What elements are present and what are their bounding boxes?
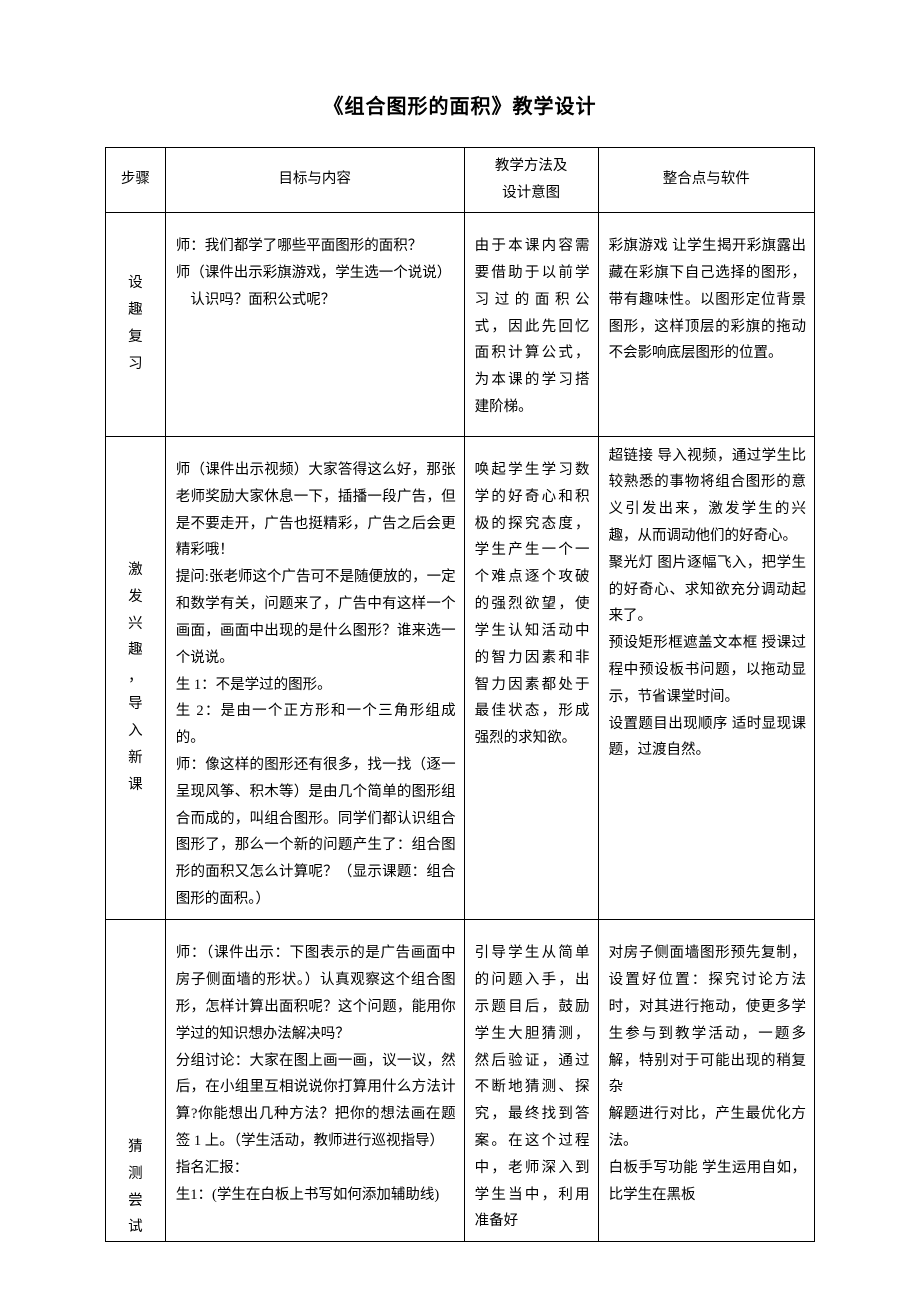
step-label: 猜 测 尝 试 bbox=[106, 919, 166, 1241]
rationale-text: 引导学生从简单的问题入手，出示题目后，鼓励学生大胆猜测，然后验证，通过不断地猜测… bbox=[475, 940, 590, 1235]
content-cell: 师（课件出示视频）大家答得这么好，那张老师奖励大家休息一下，插播一段广告，但是不… bbox=[165, 436, 464, 919]
content-cell: 师：（课件出示：下图表示的是广告画面中房子侧面墙的形状。）认真观察这个组合图形，… bbox=[165, 919, 464, 1241]
table-row: 激 发 兴 趣 ， 导 入 新 课 师（课件出示视频）大家答得这么好，那张老师奖… bbox=[106, 436, 815, 919]
step-text: 设 趣 复 习 bbox=[108, 270, 163, 377]
content-text: 师：（课件出示：下图表示的是广告画面中房子侧面墙的形状。）认真观察这个组合图形，… bbox=[176, 940, 456, 1208]
step-label: 激 发 兴 趣 ， 导 入 新 课 bbox=[106, 436, 166, 919]
content-cell: 师：我们都学了哪些平面图形的面积？ 师（课件出示彩旗游戏，学生选一个说说） 认识… bbox=[165, 212, 464, 436]
integration-text: 超链接 导入视频，通过学生比较熟悉的事物将组合图形的意义引发出来，激发学生的兴趣… bbox=[609, 443, 806, 765]
page-title: 《组合图形的面积》教学设计 bbox=[105, 90, 815, 119]
lesson-plan-table: 步骤 目标与内容 教学方法及 设计意图 整合点与软件 设 趣 复 习 师：我们都… bbox=[105, 147, 815, 1242]
rationale-text: 由于本课内容需要借助于以前学习过的面积公式，因此先回忆面积计算公式，为本课的学习… bbox=[475, 233, 590, 421]
rationale-cell: 引导学生从简单的问题入手，出示题目后，鼓励学生大胆猜测，然后验证，通过不断地猜测… bbox=[464, 919, 598, 1241]
integration-text: 对房子侧面墙图形预先复制，设置好位置：探究讨论方法时，对其进行拖动，使更多学生参… bbox=[609, 940, 806, 1208]
step-text: 激 发 兴 趣 ， 导 入 新 课 bbox=[108, 557, 163, 798]
table-row: 猜 测 尝 试 师：（课件出示：下图表示的是广告画面中房子侧面墙的形状。）认真观… bbox=[106, 919, 815, 1241]
rationale-cell: 由于本课内容需要借助于以前学习过的面积公式，因此先回忆面积计算公式，为本课的学习… bbox=[464, 212, 598, 436]
header-rationale: 教学方法及 设计意图 bbox=[464, 148, 598, 213]
integration-cell: 彩旗游戏 让学生揭开彩旗露出藏在彩旗下自己选择的图形，带有趣味性。以图形定位背景… bbox=[598, 212, 814, 436]
header-content: 目标与内容 bbox=[165, 148, 464, 213]
integration-cell: 超链接 导入视频，通过学生比较熟悉的事物将组合图形的意义引发出来，激发学生的兴趣… bbox=[598, 436, 814, 919]
content-text: 师：我们都学了哪些平面图形的面积？ 师（课件出示彩旗游戏，学生选一个说说） 认识… bbox=[176, 233, 456, 313]
table-header-row: 步骤 目标与内容 教学方法及 设计意图 整合点与软件 bbox=[106, 148, 815, 213]
step-label: 设 趣 复 习 bbox=[106, 212, 166, 436]
rationale-cell: 唤起学生学习数学的好奇心和积极的探究态度，学生产生一个一个难点逐个攻破的强烈欲望… bbox=[464, 436, 598, 919]
header-step: 步骤 bbox=[106, 148, 166, 213]
header-integration: 整合点与软件 bbox=[598, 148, 814, 213]
step-text: 猜 测 尝 试 bbox=[108, 1134, 163, 1241]
table-row: 设 趣 复 习 师：我们都学了哪些平面图形的面积？ 师（课件出示彩旗游戏，学生选… bbox=[106, 212, 815, 436]
content-text: 师（课件出示视频）大家答得这么好，那张老师奖励大家休息一下，插播一段广告，但是不… bbox=[176, 457, 456, 913]
integration-text: 彩旗游戏 让学生揭开彩旗露出藏在彩旗下自己选择的图形，带有趣味性。以图形定位背景… bbox=[609, 233, 806, 367]
integration-cell: 对房子侧面墙图形预先复制，设置好位置：探究讨论方法时，对其进行拖动，使更多学生参… bbox=[598, 919, 814, 1241]
rationale-text: 唤起学生学习数学的好奇心和积极的探究态度，学生产生一个一个难点逐个攻破的强烈欲望… bbox=[475, 457, 590, 752]
